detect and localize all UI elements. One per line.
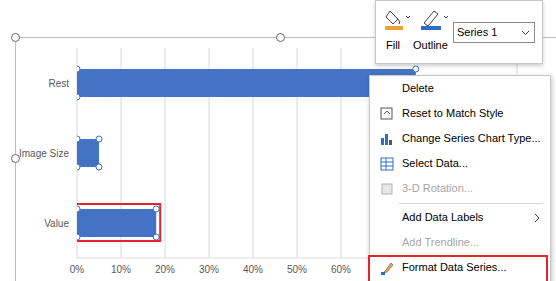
- html-text:Reset to Match Style: Reset to Match Style: [402, 107, 504, 119]
- svg-text:0%: 0%: [70, 264, 85, 275]
- svg-text:Image Size: Image Size: [19, 148, 69, 159]
- svg-text:10%: 10%: [111, 264, 131, 275]
- svg-text:60%: 60%: [331, 264, 351, 275]
- html-text:Outline: Outline: [413, 39, 448, 51]
- html-text:3-D Rotation...: 3-D Rotation...: [402, 182, 473, 194]
- svg-text:Rest: Rest: [48, 78, 69, 89]
- html-text:Format Data Series...: Format Data Series...: [402, 261, 507, 273]
- html-text:Series 1: Series 1: [457, 26, 498, 38]
- svg-text:Value: Value: [44, 218, 69, 229]
- svg-text:20%: 20%: [155, 264, 175, 275]
- html-text:Add Data Labels: Add Data Labels: [402, 211, 484, 223]
- html-text:Change Series Chart Type...: Change Series Chart Type...: [402, 132, 541, 144]
- html-text:Add Trendline...: Add Trendline...: [402, 236, 480, 248]
- html-text:Delete: Delete: [402, 82, 434, 94]
- svg-text:40%: 40%: [243, 264, 263, 275]
- html-text:Fill: Fill: [386, 39, 401, 51]
- html-text:Select Data...: Select Data...: [402, 157, 468, 169]
- svg-text:50%: 50%: [287, 264, 307, 275]
- svg-text:30%: 30%: [199, 264, 219, 275]
